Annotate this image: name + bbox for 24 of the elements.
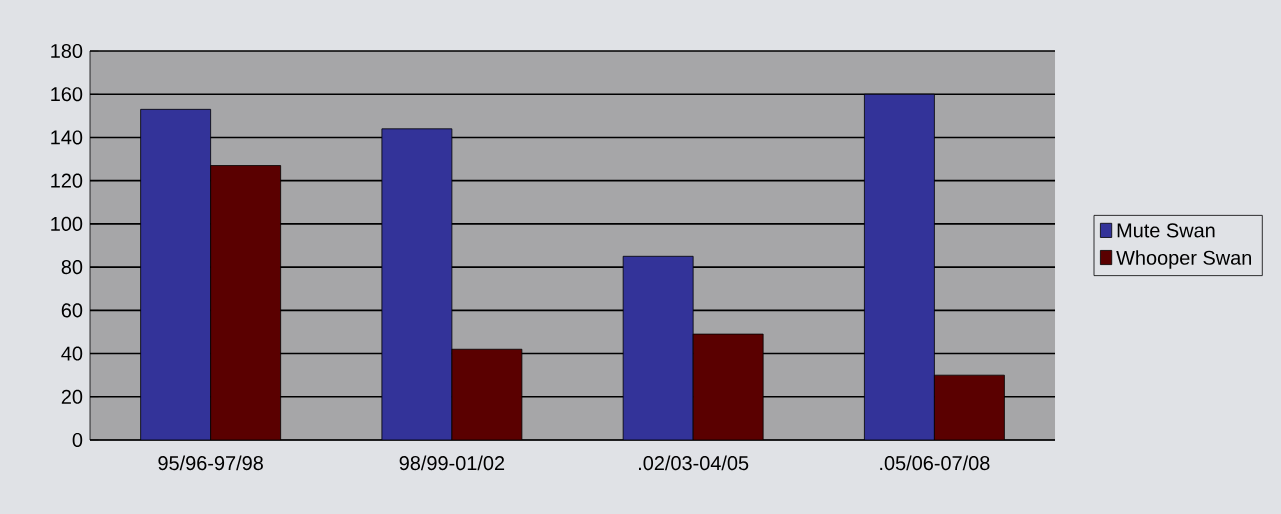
y-tick-label: 0 bbox=[72, 432, 83, 448]
legend-label: Mute Swan bbox=[1117, 223, 1215, 238]
bar bbox=[693, 334, 764, 440]
y-tick-label: 60 bbox=[61, 303, 83, 318]
x-tick-label: .02/03-04/05 bbox=[639, 455, 749, 471]
bar bbox=[210, 165, 281, 440]
y-tick-label: 120 bbox=[51, 173, 83, 188]
y-tick-label: 80 bbox=[61, 260, 83, 275]
x-tick-label: 95/96-97/98 bbox=[158, 455, 263, 471]
bar bbox=[623, 256, 694, 440]
y-tick-label: 140 bbox=[51, 130, 83, 145]
bar bbox=[381, 128, 452, 440]
bar bbox=[140, 109, 211, 440]
y-tick-label: 40 bbox=[61, 346, 83, 361]
bar bbox=[863, 93, 935, 440]
bar bbox=[451, 349, 522, 440]
x-tick-label: 98/99-01/02 bbox=[399, 455, 505, 471]
y-tick-label: 100 bbox=[51, 216, 83, 231]
bar bbox=[933, 374, 1005, 440]
y-tick-label: 20 bbox=[61, 389, 83, 404]
y-tick-label: 180 bbox=[51, 43, 83, 59]
legend-label: Whooper Swan bbox=[1116, 250, 1251, 269]
y-tick-label: 160 bbox=[51, 87, 83, 102]
x-tick-label: .05/06-07/08 bbox=[880, 455, 990, 471]
